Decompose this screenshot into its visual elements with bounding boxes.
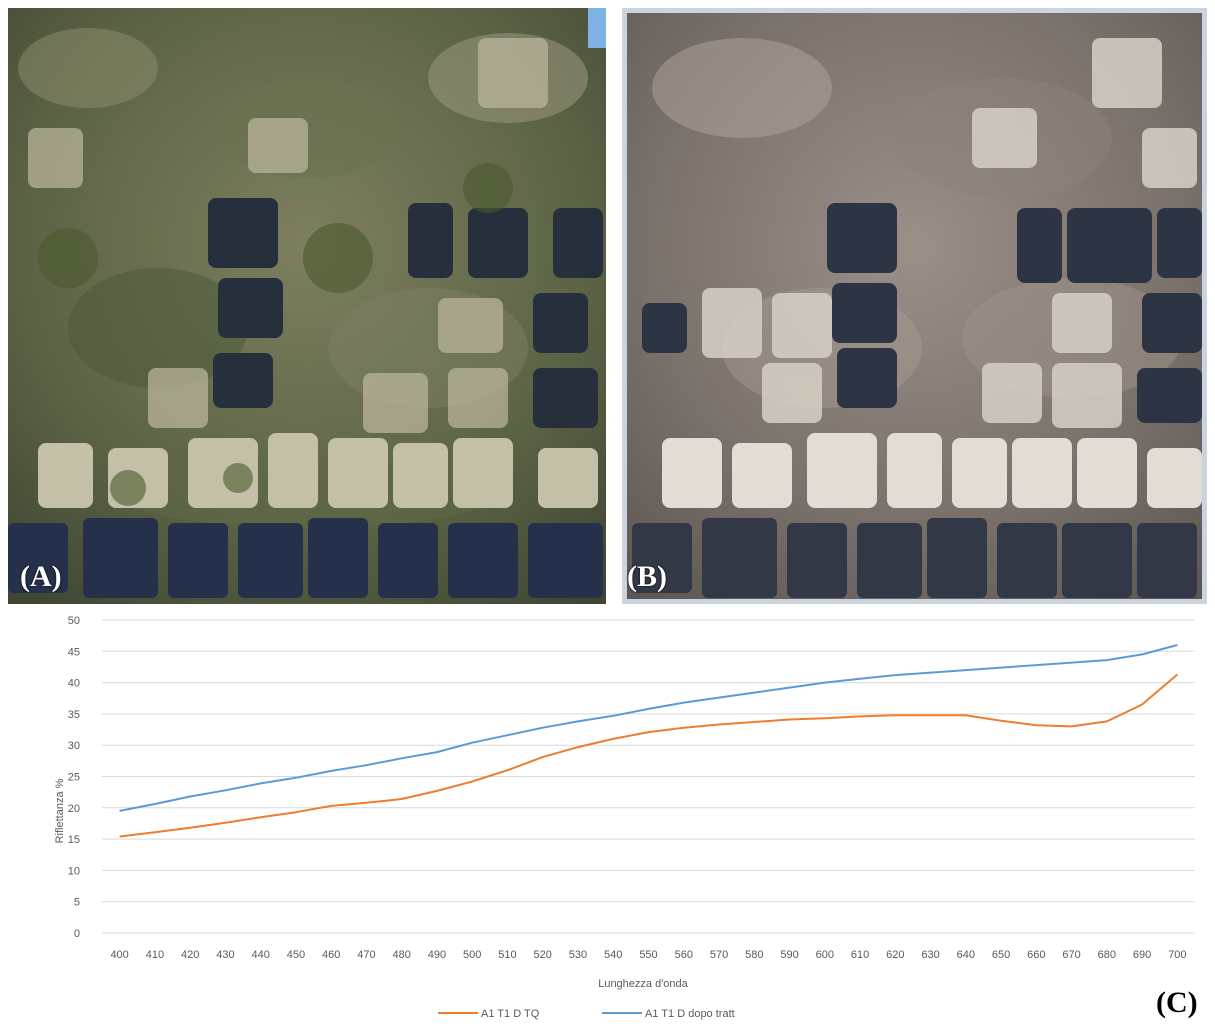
x-tick-label: 400 [110, 949, 128, 961]
x-tick-label: 680 [1098, 949, 1116, 961]
x-tick-label: 490 [428, 949, 446, 961]
x-tick-label: 670 [1062, 949, 1080, 961]
y-tick-label: 20 [68, 803, 80, 815]
x-tick-label: 660 [1027, 949, 1045, 961]
y-tick-label: 30 [68, 740, 80, 752]
x-tick-label: 470 [357, 949, 375, 961]
photo-mosaic-before [8, 8, 606, 604]
y-tick-label: 40 [68, 678, 80, 690]
x-tick-label: 650 [992, 949, 1010, 961]
y-tick-label: 50 [68, 615, 80, 627]
series-line-1 [119, 644, 1178, 812]
x-tick-label: 560 [675, 949, 693, 961]
x-tick-label: 540 [604, 949, 622, 961]
x-tick-label: 570 [710, 949, 728, 961]
y-tick-label: 45 [68, 646, 80, 658]
panel-label-b: (B) [627, 560, 667, 593]
panel-label-a: (A) [20, 560, 62, 593]
photo-mosaic-after [622, 8, 1207, 604]
x-tick-label: 450 [287, 949, 305, 961]
x-tick-label: 500 [463, 949, 481, 961]
mosaic-after-image [622, 8, 1207, 604]
x-tick-label: 630 [921, 949, 939, 961]
y-tick-label: 25 [68, 772, 80, 784]
x-tick-label: 410 [146, 949, 164, 961]
x-tick-label: 690 [1133, 949, 1151, 961]
x-tick-label: 430 [216, 949, 234, 961]
x-tick-label: 510 [498, 949, 516, 961]
x-tick-label: 440 [251, 949, 269, 961]
x-tick-label: 580 [745, 949, 763, 961]
x-tick-label: 610 [851, 949, 869, 961]
y-tick-labels: 0 5 10 15 20 25 30 35 40 45 50 [68, 615, 80, 940]
legend-label-1: A1 T1 D dopo tratt [645, 1008, 735, 1020]
y-axis-title: Riflettanza % [54, 778, 66, 843]
x-tick-label: 480 [393, 949, 411, 961]
x-tick-label: 520 [534, 949, 552, 961]
mosaic-before-image [8, 8, 606, 604]
series-lines [119, 644, 1179, 838]
x-tick-label: 700 [1168, 949, 1186, 961]
x-tick-label: 530 [569, 949, 587, 961]
legend-label-0: A1 T1 D TQ [481, 1008, 540, 1020]
y-tick-label: 35 [68, 709, 80, 721]
y-tick-label: 0 [74, 928, 80, 940]
x-tick-label: 640 [957, 949, 975, 961]
x-tick-label: 550 [639, 949, 657, 961]
y-tick-label: 15 [68, 834, 80, 846]
series-line-0 [119, 673, 1179, 838]
x-tick-label: 620 [886, 949, 904, 961]
x-tick-label: 590 [780, 949, 798, 961]
panel-label-c: (C) [1156, 986, 1198, 1019]
x-tick-label: 460 [322, 949, 340, 961]
y-tick-label: 5 [74, 897, 80, 909]
reflectance-chart: 0 5 10 15 20 25 30 35 40 45 50 400 410 420 430 440 450 4… [0, 606, 1215, 1026]
y-tick-label: 10 [68, 865, 80, 877]
x-axis-title: Lunghezza d'onda [598, 978, 688, 990]
gridlines [102, 619, 1195, 934]
x-tick-labels: 400 410 420 430 440 450 460 470 480 490 500 510 520 5… [110, 949, 1186, 961]
x-tick-label: 420 [181, 949, 199, 961]
x-tick-label: 600 [816, 949, 834, 961]
legend: A1 T1 D TQ A1 T1 D dopo tratt [438, 1008, 735, 1020]
